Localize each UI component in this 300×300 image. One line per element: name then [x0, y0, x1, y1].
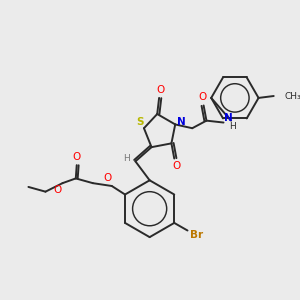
Text: CH₃: CH₃: [284, 92, 300, 100]
Text: O: O: [156, 85, 164, 95]
Text: H: H: [124, 154, 130, 163]
Text: O: O: [54, 185, 62, 195]
Text: Br: Br: [190, 230, 203, 240]
Text: O: O: [104, 173, 112, 183]
Text: O: O: [199, 92, 207, 102]
Text: S: S: [136, 117, 144, 127]
Text: N: N: [224, 113, 233, 123]
Text: O: O: [172, 161, 180, 171]
Text: H: H: [230, 122, 236, 131]
Text: O: O: [73, 152, 81, 162]
Text: N: N: [176, 117, 185, 127]
